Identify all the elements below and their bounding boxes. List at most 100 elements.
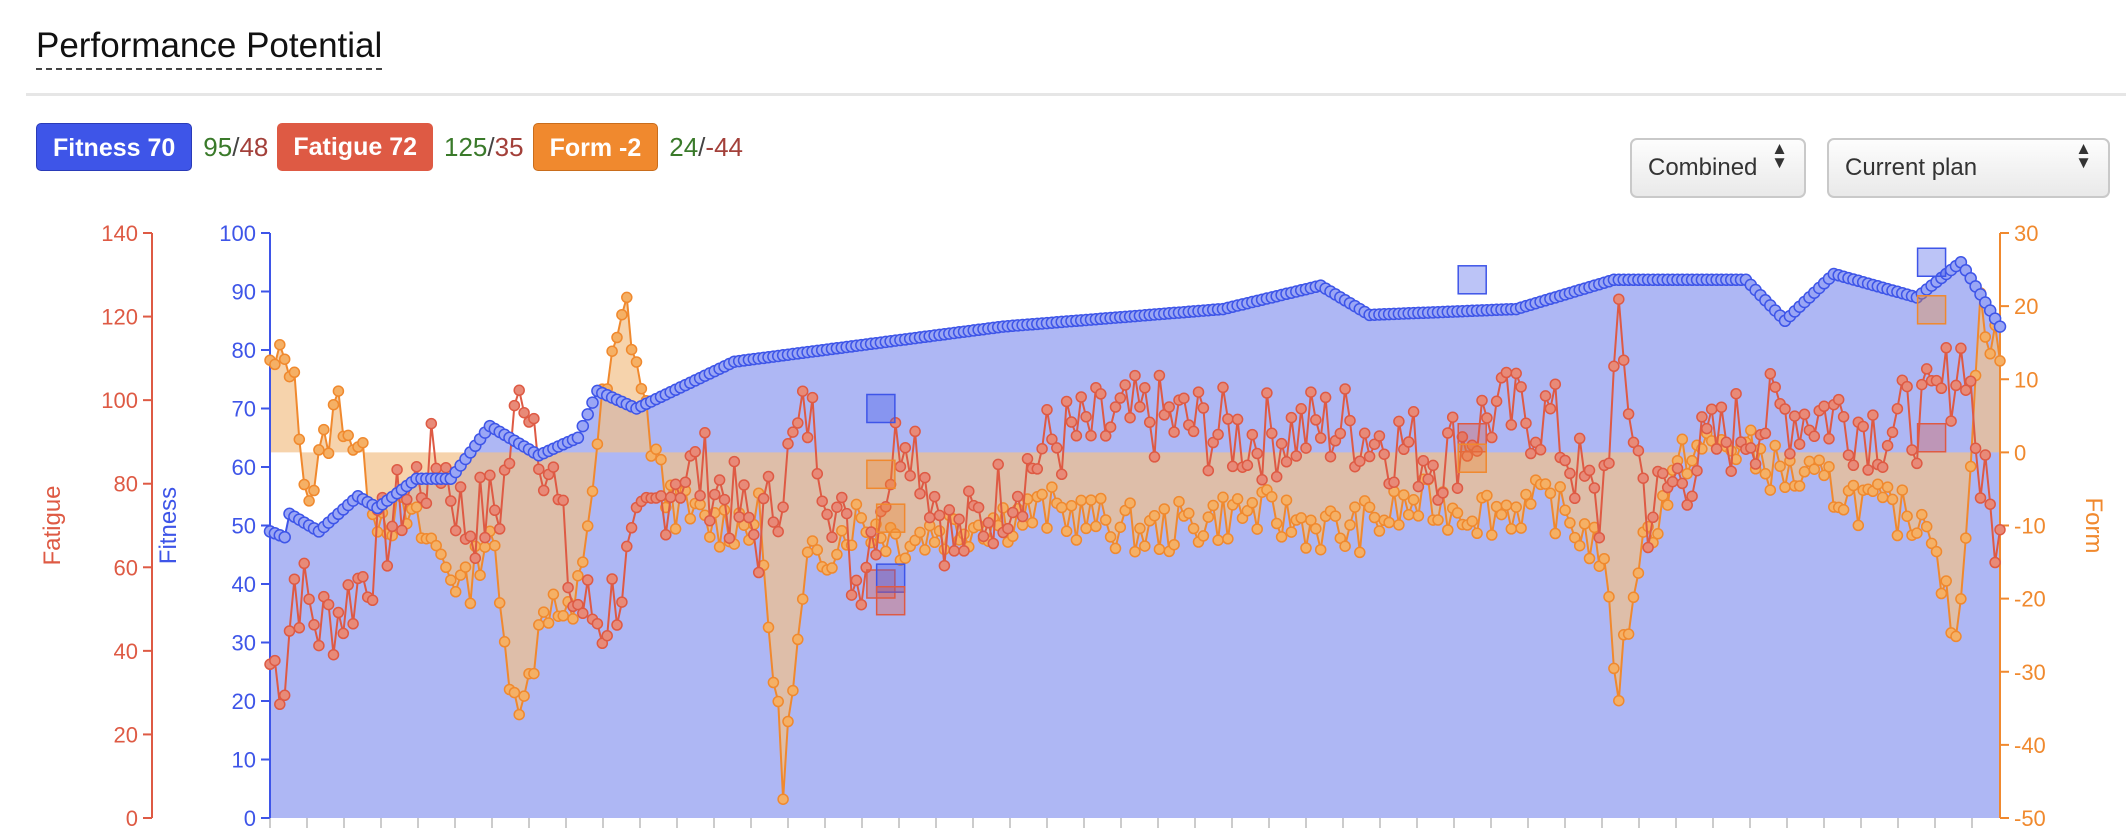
form-point[interactable]	[1525, 498, 1537, 510]
form-point[interactable]	[669, 523, 682, 535]
fatigue-point[interactable]	[1212, 428, 1224, 441]
fatigue-point[interactable]	[1730, 387, 1742, 400]
fatigue-point[interactable]	[1637, 472, 1649, 484]
fatigue-point[interactable]	[982, 517, 995, 529]
fitness-point[interactable]	[576, 419, 590, 433]
fatigue-point[interactable]	[1114, 392, 1127, 404]
fatigue-point[interactable]	[1671, 462, 1684, 475]
fitness-point[interactable]	[586, 396, 599, 409]
fatigue-point[interactable]	[801, 431, 814, 444]
fatigue-point[interactable]	[1989, 556, 2001, 569]
form-point[interactable]	[1085, 494, 1097, 506]
fatigue-point[interactable]	[1593, 531, 1606, 544]
form-point[interactable]	[1818, 469, 1830, 482]
fatigue-point[interactable]	[1280, 456, 1293, 468]
fatigue-point[interactable]	[1505, 419, 1518, 431]
fatigue-point[interactable]	[1104, 421, 1117, 433]
form-point[interactable]	[1622, 628, 1635, 640]
fatigue-point[interactable]	[1041, 404, 1053, 416]
fatigue-point[interactable]	[430, 462, 442, 475]
form-point[interactable]	[1109, 542, 1122, 555]
form-point[interactable]	[1481, 489, 1493, 502]
fatigue-point[interactable]	[1666, 475, 1679, 488]
form-badge[interactable]: Form -2	[532, 123, 659, 171]
form-point[interactable]	[1070, 534, 1083, 546]
fatigue-point[interactable]	[938, 559, 951, 572]
form-point[interactable]	[493, 597, 506, 609]
form-point[interactable]	[1212, 534, 1224, 546]
fatigue-point[interactable]	[1226, 460, 1239, 473]
form-point[interactable]	[464, 597, 477, 610]
form-point[interactable]	[1090, 520, 1102, 533]
fatigue-point[interactable]	[269, 654, 281, 667]
fatigue-point[interactable]	[464, 530, 477, 543]
fatigue-point[interactable]	[1676, 477, 1689, 490]
fatigue-point[interactable]	[669, 478, 682, 491]
form-point[interactable]	[557, 610, 569, 622]
form-point[interactable]	[1608, 662, 1620, 675]
fatigue-point[interactable]	[562, 581, 574, 594]
fatigue-point[interactable]	[513, 384, 525, 397]
fatigue-point[interactable]	[474, 471, 486, 484]
fatigue-point[interactable]	[1202, 464, 1215, 477]
form-point[interactable]	[274, 338, 286, 351]
fatigue-point[interactable]	[1906, 444, 1918, 456]
fatigue-point[interactable]	[484, 469, 496, 482]
form-point[interactable]	[1065, 500, 1078, 512]
form-point[interactable]	[1549, 527, 1562, 540]
fatigue-point[interactable]	[1945, 415, 1957, 427]
fatigue-point[interactable]	[1867, 409, 1879, 421]
fitness-point[interactable]	[571, 431, 585, 445]
form-point[interactable]	[1402, 508, 1415, 521]
fatigue-point[interactable]	[1178, 392, 1190, 404]
form-point[interactable]	[801, 546, 814, 558]
fatigue-point[interactable]	[1456, 431, 1469, 443]
form-point[interactable]	[1398, 489, 1410, 501]
form-point[interactable]	[1847, 479, 1860, 492]
form-point[interactable]	[1295, 512, 1307, 524]
fatigue-point[interactable]	[1759, 427, 1772, 440]
fatigue-point[interactable]	[1862, 464, 1874, 476]
fatigue-point[interactable]	[1950, 379, 1962, 392]
fatigue-point[interactable]	[1334, 427, 1347, 440]
form-point[interactable]	[489, 539, 501, 552]
fatigue-point[interactable]	[1696, 411, 1708, 423]
fatigue-point[interactable]	[313, 639, 325, 652]
form-point[interactable]	[1329, 510, 1342, 522]
fatigue-point[interactable]	[1031, 463, 1044, 475]
form-point[interactable]	[430, 539, 442, 552]
fatigue-point[interactable]	[1046, 433, 1058, 446]
fatigue-point[interactable]	[1837, 411, 1850, 423]
form-point[interactable]	[772, 695, 784, 708]
form-point[interactable]	[1554, 481, 1566, 493]
fatigue-point[interactable]	[449, 524, 462, 537]
fatigue-point[interactable]	[479, 531, 491, 544]
form-point[interactable]	[1354, 546, 1366, 559]
form-point[interactable]	[498, 636, 511, 648]
fatigue-point[interactable]	[1588, 482, 1601, 494]
form-point[interactable]	[1886, 493, 1899, 506]
fatigue-point[interactable]	[581, 574, 594, 586]
form-point[interactable]	[1075, 494, 1087, 507]
fatigue-point[interactable]	[943, 504, 956, 516]
fatigue-point[interactable]	[743, 511, 755, 524]
plan-select[interactable]: Current plan ▲ ▼	[1827, 138, 2110, 198]
form-point[interactable]	[1793, 480, 1806, 492]
fatigue-point[interactable]	[836, 491, 848, 504]
fatigue-point[interactable]	[1823, 433, 1835, 445]
form-point[interactable]	[635, 382, 648, 395]
fatigue-point[interactable]	[1285, 411, 1298, 424]
fatigue-point[interactable]	[1691, 464, 1703, 477]
form-point[interactable]	[1300, 542, 1312, 554]
form-point[interactable]	[577, 556, 589, 568]
fatigue-point[interactable]	[782, 438, 794, 450]
fatigue-point[interactable]	[322, 598, 335, 611]
fatigue-point[interactable]	[894, 460, 907, 473]
form-point[interactable]	[938, 543, 951, 556]
fatigue-point[interactable]	[1515, 381, 1527, 393]
fitness-point[interactable]	[278, 530, 291, 544]
form-point[interactable]	[836, 524, 848, 537]
fatigue-point[interactable]	[733, 511, 745, 523]
fatigue-point[interactable]	[1187, 425, 1200, 438]
fatigue-highlight[interactable]	[875, 585, 906, 616]
